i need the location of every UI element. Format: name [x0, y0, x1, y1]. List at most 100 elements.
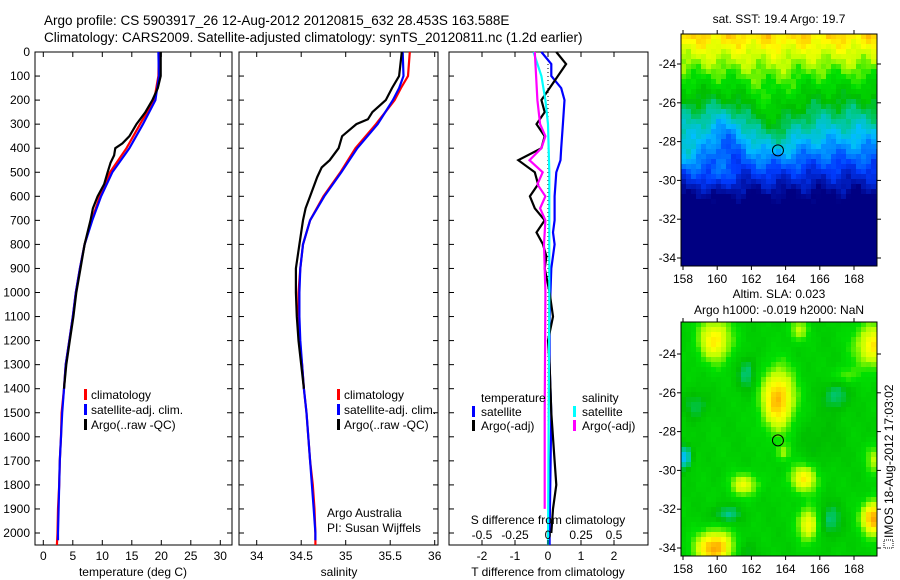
sst-map-panel: sat. SST: 19.4 Argo: 19.7 158 160 162 164 16…: [659, 12, 881, 286]
sla-cell: [801, 412, 807, 418]
sst-cell: [796, 239, 802, 245]
sla-cell: [846, 467, 852, 473]
sla-cell: [731, 437, 737, 443]
sla-cell: [801, 337, 807, 343]
sla-cell: [731, 502, 737, 508]
sla-cell: [806, 542, 812, 548]
sst-cell: [736, 189, 742, 195]
temperature-panel: 0100200300400500600700800900100011001200…: [3, 45, 233, 579]
sla-cell: [761, 542, 767, 548]
sla-cell: [776, 422, 782, 428]
sst-cell: [796, 109, 802, 115]
sla-cell: [716, 517, 722, 523]
sla-cell: [776, 357, 782, 363]
sla-cell: [871, 437, 877, 443]
sst-cell: [686, 229, 692, 235]
sst-cell: [826, 234, 832, 240]
sst-cell: [836, 84, 842, 90]
sst-cell: [756, 39, 762, 45]
sla-cell: [741, 367, 747, 373]
sla-cell: [706, 432, 712, 438]
sla-cell: [696, 482, 702, 488]
sla-cell: [851, 467, 857, 473]
sla-cell: [846, 472, 852, 478]
sla-cell: [826, 477, 832, 483]
sla-cell: [686, 527, 692, 533]
sla-cell: [726, 332, 732, 338]
sst-cell: [706, 249, 712, 255]
sla-cell: [691, 512, 697, 518]
sla-cell: [741, 462, 747, 468]
sst-cell: [686, 249, 692, 255]
sst-cell: [731, 164, 737, 170]
sst-cell: [706, 79, 712, 85]
sla-cell: [716, 552, 722, 557]
sla-cell: [701, 392, 707, 398]
sst-cell: [686, 159, 692, 165]
figure-title-line1: Argo profile: CS 5903917_26 12-Aug-2012 …: [44, 13, 509, 28]
sla-cell: [751, 547, 757, 553]
sla-cell: [751, 452, 757, 458]
sla-cell: [846, 552, 852, 557]
sst-cell: [851, 194, 857, 200]
sla-cell: [826, 392, 832, 398]
sla-cell: [831, 382, 837, 388]
sla-cell: [686, 402, 692, 408]
sst-cell: [746, 194, 752, 200]
sla-cell: [851, 447, 857, 453]
sst-cell: [861, 44, 867, 50]
sst-cell: [701, 259, 707, 265]
sst-cell: [691, 194, 697, 200]
sla-cell: [836, 332, 842, 338]
sst-cell: [851, 169, 857, 175]
sla-cell: [691, 447, 697, 453]
sla-cell: [836, 337, 842, 343]
sla-cell: [801, 372, 807, 378]
sst-cell: [776, 199, 782, 205]
sst-cell: [821, 39, 827, 45]
sst-cell: [786, 224, 792, 230]
sst-cell: [811, 234, 817, 240]
sst-cell: [801, 169, 807, 175]
sst-cell: [766, 174, 772, 180]
sla-cell: [736, 427, 742, 433]
sst-cell: [741, 149, 747, 155]
sla-cell: [816, 447, 822, 453]
sla-cell: [746, 327, 752, 333]
sla-cell: [821, 452, 827, 458]
sst-cell: [801, 214, 807, 220]
sla-cell: [761, 477, 767, 483]
legend-swatch-climatology: [84, 389, 87, 400]
sst-cell: [811, 194, 817, 200]
sla-cell: [781, 542, 787, 548]
sla-cell: [741, 332, 747, 338]
sla-cell: [851, 427, 857, 433]
sla-cell: [746, 487, 752, 493]
sst-cell: [801, 99, 807, 105]
sst-cell: [821, 239, 827, 245]
lon-tick-label: 160: [707, 272, 727, 286]
sst-cell: [726, 209, 732, 215]
sst-cell: [846, 54, 852, 60]
sla-cell: [686, 367, 692, 373]
sst-cell: [836, 79, 842, 85]
sst-cell: [681, 239, 687, 245]
sst-cell: [766, 114, 772, 120]
sla-cell: [871, 452, 877, 458]
sst-cell: [701, 84, 707, 90]
sla-cell: [811, 472, 817, 478]
sst-cell: [841, 149, 847, 155]
sla-cell: [821, 517, 827, 523]
sla-cell: [706, 477, 712, 483]
sla-cell: [686, 547, 692, 553]
sla-cell: [691, 392, 697, 398]
sst-cell: [691, 154, 697, 160]
sst-cell: [836, 199, 842, 205]
sst-cell: [831, 99, 837, 105]
sst-cell: [756, 244, 762, 250]
sla-cell: [841, 442, 847, 448]
sst-cell: [721, 89, 727, 95]
sla-cell: [836, 432, 842, 438]
sst-cell: [746, 104, 752, 110]
sla-cell: [751, 502, 757, 508]
